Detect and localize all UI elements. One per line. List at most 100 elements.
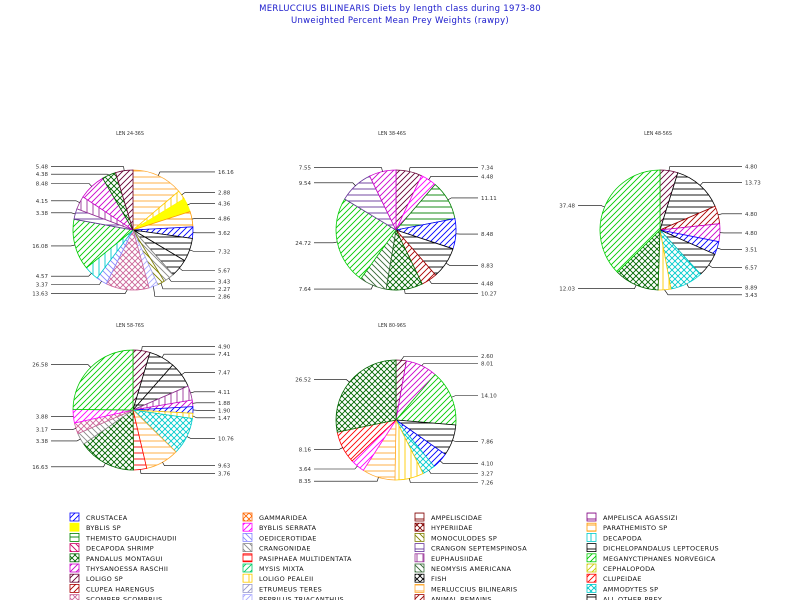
leader-line xyxy=(157,171,215,176)
pie-chart-3: LEN 48-56S 4.80 13.73 4.80 4.80 3.51 6.57 8.89 3… xyxy=(559,131,761,299)
legend-item-euphausiidae: EUPHAUSIIDAE xyxy=(414,553,483,563)
pie-title: LEN 38-46S xyxy=(378,131,406,137)
legend-label: PANDALUS MONTAGUI xyxy=(86,555,163,563)
slice-value-label: 14.10 xyxy=(481,394,497,400)
leader-line xyxy=(51,166,125,171)
leader-line xyxy=(409,478,478,483)
slice-value-label: 7.26 xyxy=(481,480,494,486)
legend-swatch xyxy=(69,543,80,552)
legend-swatch xyxy=(242,512,253,522)
legend-swatch xyxy=(69,594,80,600)
slice-value-label: 7.47 xyxy=(218,370,231,376)
legend-item-dichelopandalus-leptocerus: DICHELOPANDALUS LEPTOCERUS xyxy=(586,543,719,553)
legend-item-meganyctiphanes-norvegica: MEGANYCTIPHANES NORVEGICA xyxy=(586,553,716,563)
leader-line xyxy=(668,166,742,171)
leader-line xyxy=(314,285,374,290)
slice-value-label: 12.03 xyxy=(559,287,575,293)
legend-swatch xyxy=(69,563,80,573)
legend-item-byblis-serrata: BYBLIS SERRATA xyxy=(242,522,317,532)
legend-swatch xyxy=(586,522,597,532)
leader-line xyxy=(408,167,478,172)
legend-label: BYBLIS SERRATA xyxy=(259,524,317,532)
legend-swatch xyxy=(69,533,80,542)
leader-line xyxy=(717,247,742,250)
legend-label: LOLIGO PEALEII xyxy=(259,575,314,583)
leader-line xyxy=(141,346,215,351)
slice-value-label: 8.48 xyxy=(481,232,494,238)
legend-label: DECAPODA xyxy=(603,534,642,542)
pie-chart-1: LEN 24-36S 16.16 2.88 4.36 4.86 3.62 7.32 5.67 3… xyxy=(32,131,234,300)
slice-value-label: 3.51 xyxy=(745,247,757,253)
slice-value-label: 3.17 xyxy=(36,428,49,434)
legend-swatch xyxy=(242,594,253,600)
legend-swatch xyxy=(414,512,425,522)
slice-value-label: 13.73 xyxy=(745,180,761,186)
leader-line xyxy=(451,395,478,398)
slice-value-label: 16.63 xyxy=(32,465,48,471)
slice-value-label: 8.01 xyxy=(481,362,493,368)
legend-label: THYSANOESSA RASCHII xyxy=(85,565,168,573)
slice-value-label: 7.86 xyxy=(481,440,494,446)
legend: CRUSTACEA GAMMARIDEA AMPELISCIDAE AMPELISCA… xyxy=(69,512,719,600)
pie-chart-4: LEN 58-76S 4.907.41 7.47 4.11 1.881.90 1.47 10… xyxy=(32,323,234,478)
legend-item-gammaridea: GAMMARIDEA xyxy=(242,512,307,522)
legend-label: CRANGON SEPTEMSPINOSA xyxy=(431,545,527,553)
legend-label: AMPELISCA AGASSIZI xyxy=(603,514,678,522)
leader-line xyxy=(314,182,356,186)
leader-line xyxy=(51,273,92,277)
slice-value-label: 9.63 xyxy=(218,464,231,470)
legend-label: THEMISTO GAUDICHAUDII xyxy=(85,534,177,542)
slice-value-label: 4.10 xyxy=(481,461,494,467)
slice-value-label: 7.55 xyxy=(299,166,312,172)
legend-item-thysanoessa-raschii: THYSANOESSA RASCHII xyxy=(69,563,168,573)
pie-title: LEN 24-36S xyxy=(116,131,144,137)
legend-label: CRANGONIDAE xyxy=(259,545,311,553)
leader-line xyxy=(421,363,478,366)
legend-label: SCOMBER SCOMBRUS xyxy=(86,596,163,600)
slice-value-label: 4.80 xyxy=(745,165,758,171)
leader-line xyxy=(168,277,215,282)
leader-line xyxy=(314,465,358,470)
legend-swatch xyxy=(242,563,253,573)
leader-line xyxy=(191,218,215,220)
legend-swatch xyxy=(69,584,80,593)
chart-header: MERLUCCIUS BILINEARIS Diets by length cl… xyxy=(0,3,800,27)
legend-label: HYPERIIDAE xyxy=(431,524,473,532)
legend-swatch xyxy=(414,594,425,600)
slice-value-label: 5.48 xyxy=(36,165,49,171)
leader-line xyxy=(51,463,106,468)
leader-line xyxy=(179,267,215,271)
leader-line xyxy=(189,249,215,252)
slice-value-label: 13.63 xyxy=(32,292,48,298)
leader-line xyxy=(404,289,478,294)
leader-line xyxy=(400,355,478,361)
slice-value-label: 2.86 xyxy=(218,294,231,300)
legend-item-decapoda: DECAPODA xyxy=(586,533,642,542)
legend-label: BYBLIS SP xyxy=(86,524,121,532)
leader-line xyxy=(51,200,80,203)
leader-line xyxy=(160,282,215,290)
leader-line xyxy=(161,353,215,358)
slice-value-label: 2.27 xyxy=(218,287,231,293)
legend-item-clupeidae: CLUPEIDAE xyxy=(586,573,641,583)
slice-value-label: 3.38 xyxy=(36,439,49,445)
legend-swatch xyxy=(586,563,597,573)
leader-line xyxy=(314,477,379,482)
pie-slice-thysanoessa-raschii xyxy=(369,169,397,231)
legend-label: MEGANYCTIPHANES NORVEGICA xyxy=(603,555,716,563)
pie-title: LEN 48-56S xyxy=(644,131,672,137)
legend-label: FISH xyxy=(431,575,447,583)
slice-value-label: 2.88 xyxy=(218,191,231,197)
legend-label: PARATHEMISTO SP xyxy=(603,524,667,532)
slice-value-label: 4.48 xyxy=(481,174,494,180)
legend-swatch xyxy=(242,533,253,542)
legend-label: CLUPEA HARENGUS xyxy=(86,585,154,593)
legend-swatch xyxy=(414,533,425,542)
legend-item-ammodytes-sp: AMMODYTES SP xyxy=(586,584,658,593)
legend-item-themisto-gaudichaudii: THEMISTO GAUDICHAUDII xyxy=(69,533,177,542)
leader-line xyxy=(428,279,478,284)
legend-item-ampeliscidae: AMPELISCIDAE xyxy=(414,512,482,522)
leader-line xyxy=(428,176,478,180)
slice-value-label: 16.08 xyxy=(32,244,48,250)
